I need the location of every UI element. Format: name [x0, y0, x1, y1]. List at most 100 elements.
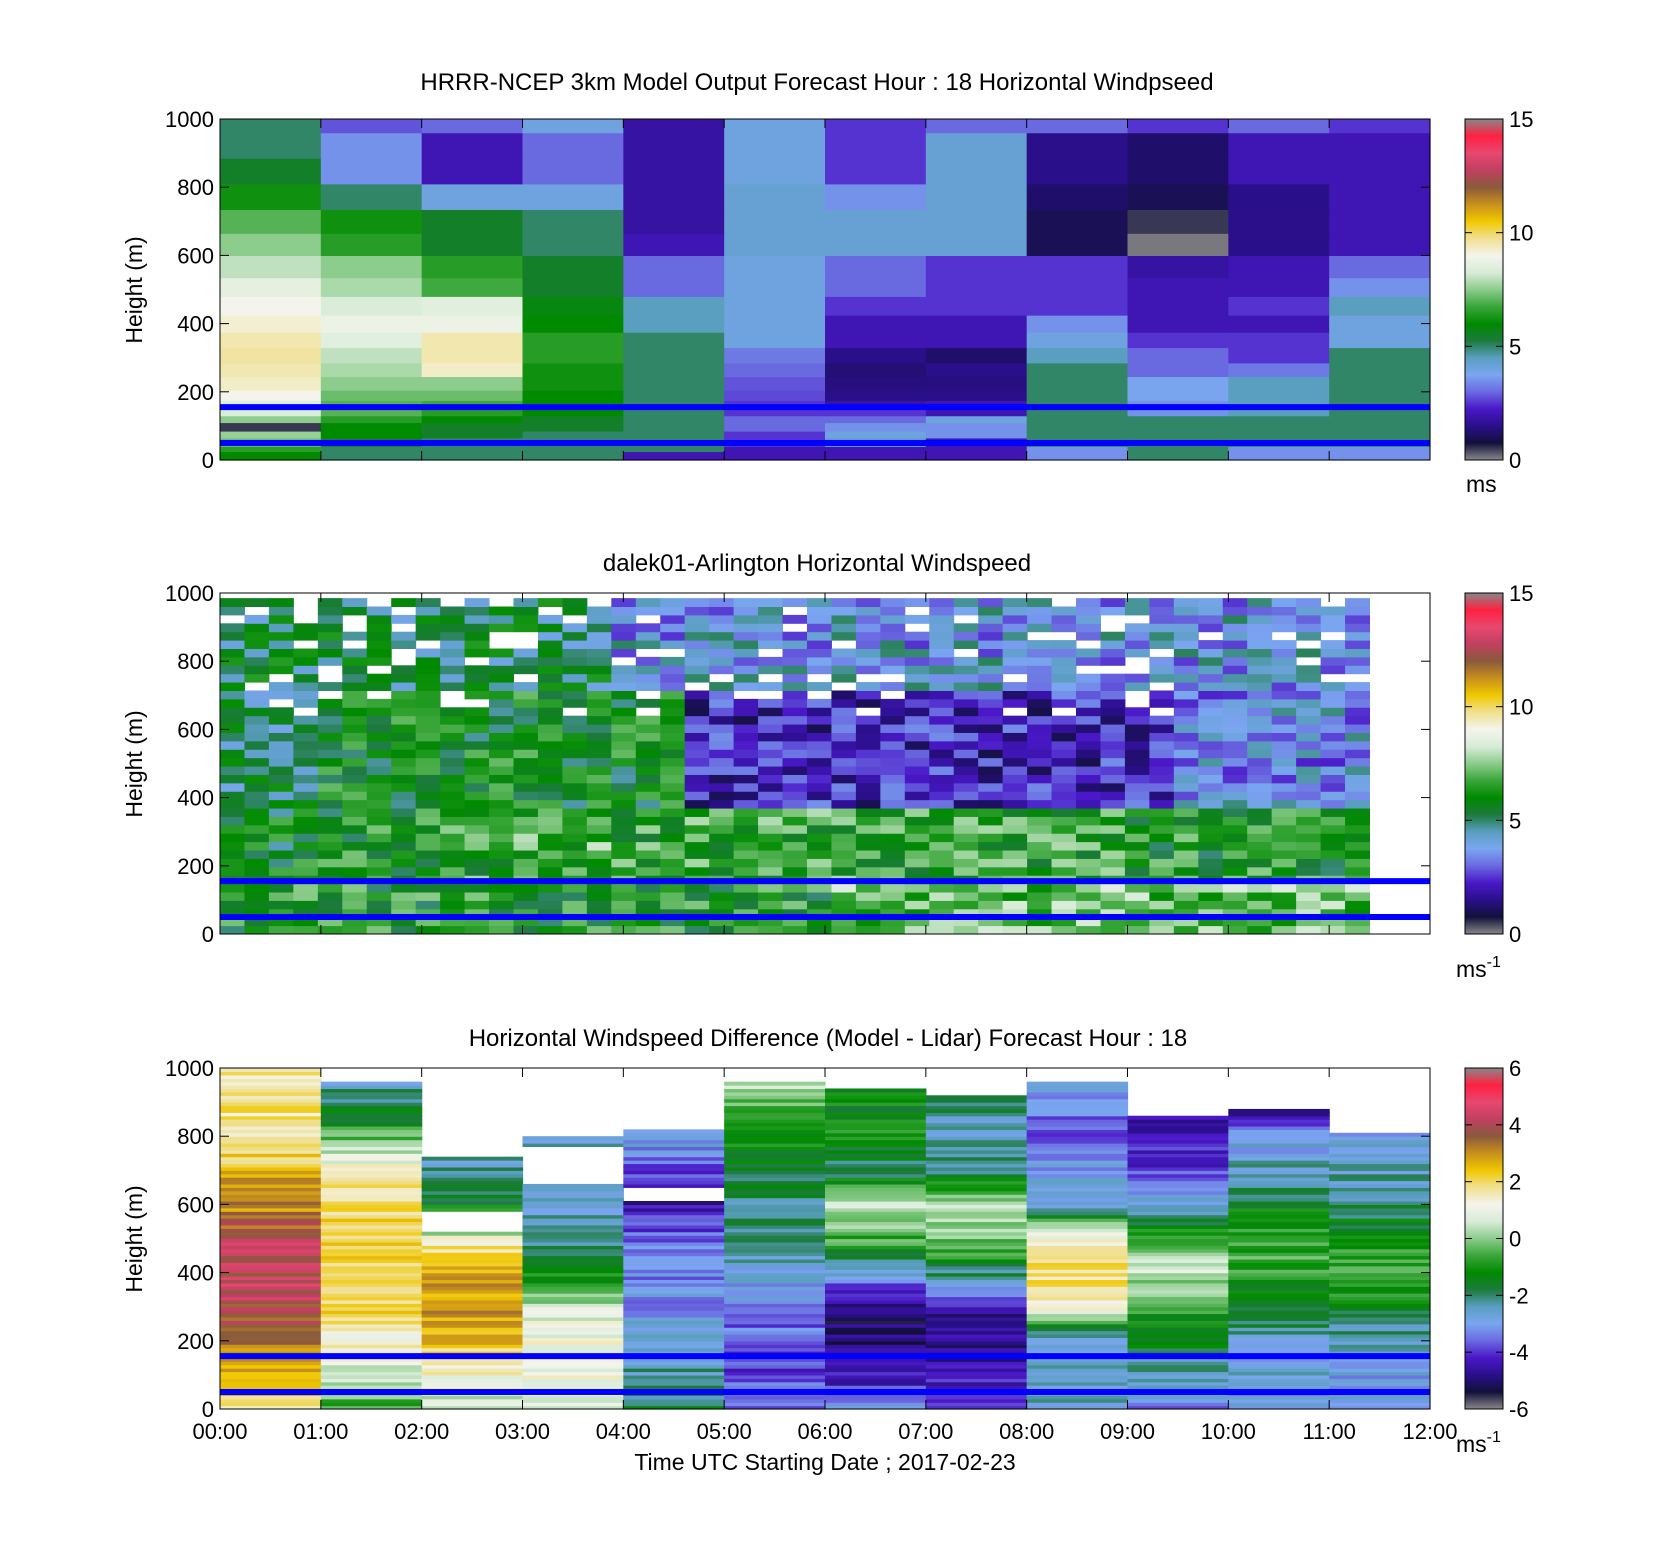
heatmap-cell	[825, 1313, 927, 1318]
heatmap-cell	[293, 656, 319, 666]
heatmap-cell	[320, 1347, 423, 1352]
heatmap-cell	[1228, 1125, 1330, 1130]
heatmap-cell	[1329, 1139, 1431, 1144]
heatmap-cell	[1198, 690, 1224, 700]
heatmap-cell	[440, 648, 466, 658]
heatmap-cell	[724, 1286, 826, 1291]
heatmap-cell	[522, 1405, 624, 1410]
heatmap-cell	[1173, 816, 1199, 826]
heatmap-cell	[1345, 690, 1370, 700]
heatmap-cell	[709, 707, 735, 717]
heatmap-cell	[724, 1228, 826, 1233]
heatmap-cell	[925, 1153, 1028, 1158]
heatmap-cell	[320, 1333, 423, 1338]
heatmap-cell	[925, 1340, 1028, 1345]
heatmap-cell	[1149, 782, 1175, 792]
heatmap-cell	[220, 858, 245, 868]
heatmap-cell	[724, 1187, 826, 1192]
heatmap-cell	[320, 1303, 423, 1308]
heatmap-cell	[342, 808, 368, 817]
heatmap-cell	[782, 665, 808, 675]
heatmap-cell	[684, 774, 710, 784]
heatmap-cell	[925, 1276, 1028, 1281]
heatmap-cell	[724, 1238, 826, 1243]
heatmap-cell	[1247, 749, 1273, 759]
heatmap-cell	[1127, 1405, 1229, 1410]
heatmap-cell	[1149, 614, 1175, 624]
heatmap-cell	[733, 808, 759, 817]
heatmap-cell	[522, 1269, 624, 1274]
heatmap-cell	[513, 917, 539, 927]
heatmap-cell	[855, 900, 881, 910]
heatmap-cell	[421, 1166, 524, 1171]
heatmap-cell	[733, 791, 759, 801]
heatmap-cell	[1198, 707, 1224, 717]
heatmap-cell	[1127, 1381, 1229, 1386]
heatmap-cell	[1076, 917, 1101, 927]
heatmap-cell	[244, 640, 270, 649]
heatmap-cell	[513, 614, 539, 624]
heatmap-cell	[1173, 673, 1199, 683]
heatmap-cell	[1228, 1143, 1330, 1148]
heatmap-cell	[513, 808, 539, 817]
heatmap-cell	[724, 1177, 826, 1182]
heatmap-cell	[1002, 598, 1028, 608]
heatmap-cell	[925, 1279, 1028, 1284]
heatmap-cell	[1027, 749, 1053, 759]
heatmap-cell	[1026, 1299, 1129, 1304]
heatmap-cell	[733, 774, 759, 784]
heatmap-cell	[880, 925, 906, 935]
heatmap-cell	[421, 1269, 524, 1274]
heatmap-cell	[1076, 850, 1101, 859]
heatmap-cell	[415, 740, 441, 750]
heatmap-cell	[1222, 900, 1248, 910]
heatmap-cell	[825, 1139, 927, 1144]
heatmap-cell	[366, 707, 392, 717]
heatmap-cell	[1076, 698, 1101, 708]
heatmap-cell	[1026, 376, 1129, 391]
colorbar-tick-label: 15	[1509, 107, 1533, 132]
heatmap-cell	[1100, 799, 1126, 809]
heatmap-cell	[825, 1320, 927, 1325]
heatmap-cell	[724, 1272, 826, 1277]
heatmap-cell	[684, 614, 710, 624]
heatmap-cell	[440, 673, 466, 683]
heatmap-cell	[925, 1139, 1028, 1144]
heatmap-cell	[522, 1340, 624, 1345]
heatmap-cell	[342, 816, 368, 826]
heatmap-cell	[440, 925, 466, 935]
heatmap-cell	[1173, 782, 1199, 792]
heatmap-cell	[880, 824, 906, 834]
heatmap-cell	[317, 648, 343, 658]
heatmap-cell	[293, 816, 319, 826]
heatmap-cell	[562, 892, 588, 901]
heatmap-cell	[522, 1357, 624, 1362]
heatmap-cell	[220, 1068, 322, 1073]
heatmap-cell	[1228, 390, 1330, 401]
heatmap-cell	[758, 858, 784, 868]
heatmap-cell	[1271, 791, 1297, 801]
heatmap-cell	[1228, 1173, 1330, 1178]
heatmap-cell	[1320, 656, 1346, 666]
heatmap-cell	[831, 673, 857, 683]
heatmap-cell	[925, 1211, 1028, 1216]
heatmap-cell	[522, 1265, 624, 1270]
heatmap-cell	[391, 908, 417, 918]
heatmap-cell	[724, 1248, 826, 1253]
heatmap-cell	[1329, 1241, 1431, 1246]
heatmap-cell	[782, 766, 808, 775]
heatmap-cell	[1228, 415, 1330, 424]
heatmap-cell	[1247, 732, 1273, 742]
heatmap-cell	[320, 1340, 423, 1345]
heatmap-cell	[1076, 841, 1101, 851]
heatmap-cell	[293, 908, 319, 918]
heatmap-cell	[464, 883, 490, 893]
heatmap-cell	[929, 900, 955, 910]
heatmap-cell	[537, 858, 563, 868]
heatmap-cell	[1100, 833, 1126, 843]
heatmap-cell	[440, 732, 466, 742]
heatmap-cell	[1026, 1381, 1129, 1386]
heatmap-cell	[220, 1156, 322, 1161]
heatmap-cell	[1329, 1163, 1431, 1168]
heatmap-cell	[421, 233, 524, 256]
